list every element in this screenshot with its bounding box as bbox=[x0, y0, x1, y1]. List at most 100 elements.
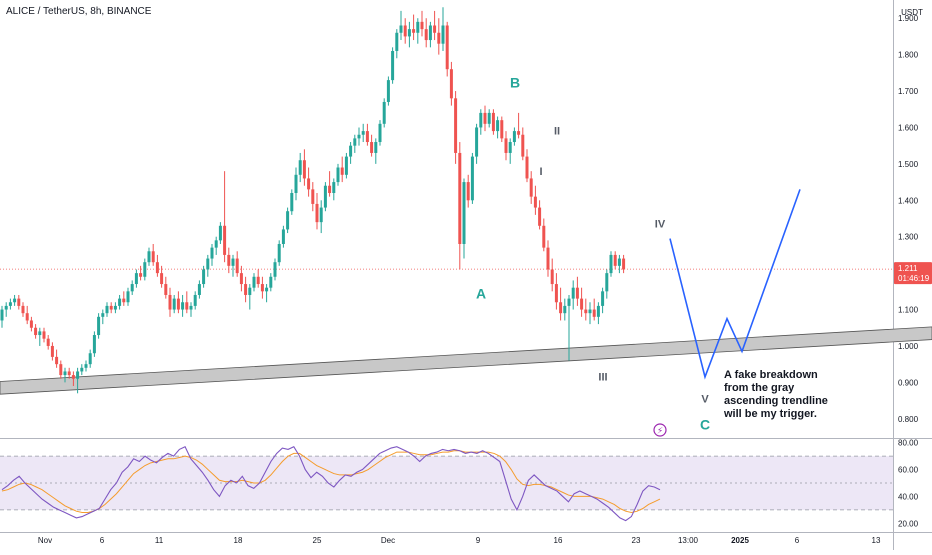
candle-body bbox=[391, 50, 395, 81]
candle-body bbox=[143, 262, 147, 277]
candle-body bbox=[298, 160, 302, 175]
candle bbox=[466, 174, 470, 208]
candle bbox=[433, 10, 437, 41]
candle bbox=[407, 21, 411, 48]
candle bbox=[588, 302, 592, 325]
candle-body bbox=[4, 305, 8, 310]
candle-body bbox=[449, 69, 453, 99]
candle-body bbox=[235, 258, 239, 274]
candle-body bbox=[445, 25, 449, 70]
candle bbox=[244, 276, 248, 303]
candle bbox=[596, 302, 600, 325]
candle bbox=[412, 14, 416, 41]
candle-body bbox=[80, 367, 84, 372]
candle bbox=[395, 29, 399, 59]
candle-body bbox=[374, 142, 378, 153]
candle-body bbox=[479, 112, 483, 128]
price-tick-label: 1.700 bbox=[898, 87, 919, 96]
candle-body bbox=[122, 298, 126, 303]
candle bbox=[349, 142, 353, 164]
candle-body bbox=[420, 21, 424, 30]
candle bbox=[265, 284, 269, 303]
candle-body bbox=[328, 185, 332, 194]
candle-body bbox=[269, 276, 273, 288]
candle-body bbox=[113, 305, 117, 310]
candle-body bbox=[416, 21, 420, 33]
candle-body bbox=[361, 131, 365, 135]
candle-body bbox=[8, 302, 12, 306]
candle-body bbox=[424, 29, 428, 41]
time-tick-label: 2025 bbox=[731, 536, 749, 545]
candle-body bbox=[17, 298, 21, 306]
candle bbox=[8, 298, 12, 310]
candle bbox=[554, 273, 558, 310]
candle-body bbox=[470, 156, 474, 201]
candle bbox=[298, 152, 302, 183]
candle-body bbox=[302, 160, 306, 179]
candle-body bbox=[290, 193, 294, 212]
wave-label-v: V bbox=[701, 393, 709, 405]
candle-body bbox=[248, 287, 252, 295]
time-tick-label: 13:00 bbox=[678, 536, 699, 545]
candle-body bbox=[407, 29, 411, 37]
candle-body bbox=[294, 174, 298, 194]
candle-body bbox=[336, 167, 340, 183]
candle-body bbox=[353, 138, 357, 146]
candle bbox=[147, 247, 151, 266]
candle bbox=[17, 294, 21, 310]
candle bbox=[130, 280, 134, 295]
candle bbox=[559, 287, 563, 321]
candle-body bbox=[76, 371, 80, 379]
candle bbox=[441, 7, 445, 51]
candle bbox=[143, 258, 147, 281]
last-price-value: 1.211 bbox=[898, 264, 918, 273]
candle bbox=[0, 305, 4, 328]
price-tick-label: 1.400 bbox=[898, 196, 919, 205]
candle-body bbox=[50, 345, 54, 357]
candle-body bbox=[71, 375, 75, 379]
candle bbox=[353, 134, 357, 153]
candle-body bbox=[546, 247, 550, 270]
candle-body bbox=[403, 25, 407, 37]
candle-body bbox=[130, 284, 134, 292]
candle-body bbox=[105, 305, 109, 314]
time-tick-label: 16 bbox=[554, 536, 563, 545]
candle-body bbox=[109, 305, 113, 310]
candle-body bbox=[588, 309, 592, 314]
candle-body bbox=[311, 189, 315, 204]
candle-body bbox=[185, 302, 189, 310]
candle bbox=[617, 254, 621, 274]
candle-body bbox=[223, 225, 227, 255]
candle-body bbox=[584, 309, 588, 314]
time-tick-label: Nov bbox=[38, 536, 52, 545]
candle bbox=[29, 316, 33, 332]
candle-body bbox=[365, 131, 369, 143]
candle bbox=[592, 298, 596, 321]
time-tick-label: 9 bbox=[476, 536, 481, 545]
rsi-panel bbox=[0, 445, 893, 522]
candle bbox=[105, 302, 109, 317]
candle-body bbox=[613, 254, 617, 266]
candle-body bbox=[601, 291, 605, 306]
candle-body bbox=[437, 32, 441, 44]
candle bbox=[517, 112, 521, 139]
candle-body bbox=[458, 152, 462, 244]
candle bbox=[567, 294, 571, 361]
candle bbox=[206, 254, 210, 277]
candle-body bbox=[202, 269, 206, 285]
candle bbox=[235, 251, 239, 277]
candle-body bbox=[500, 120, 504, 139]
candle bbox=[151, 243, 155, 266]
candle-body bbox=[126, 291, 130, 303]
candle bbox=[462, 178, 466, 259]
candle-body bbox=[605, 273, 609, 292]
candle bbox=[546, 240, 550, 277]
candle-body bbox=[42, 331, 46, 339]
candle-body bbox=[412, 29, 416, 33]
candle-body bbox=[168, 294, 172, 310]
candle bbox=[357, 127, 361, 146]
lightning-icon-glyph: ⚡ bbox=[657, 427, 663, 437]
